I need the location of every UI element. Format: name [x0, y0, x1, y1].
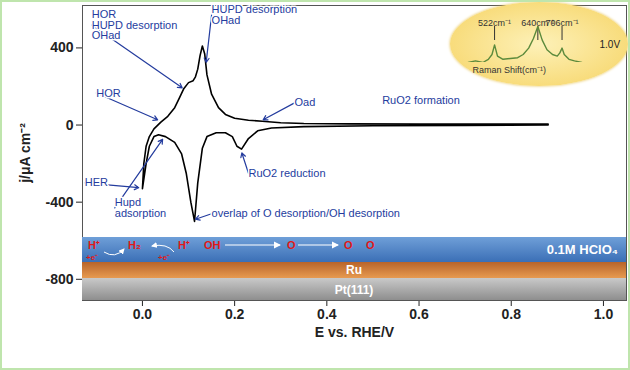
svg-text:0.2: 0.2 [225, 306, 245, 322]
svg-text:HORHUPD desorptionOHad: HORHUPD desorptionOHad [92, 7, 178, 41]
svg-text:Pt(111): Pt(111) [335, 283, 374, 297]
svg-text:RuO2 reduction: RuO2 reduction [248, 167, 325, 179]
svg-text:overlap of O desorption/OH des: overlap of O desorption/OH desorption [212, 207, 400, 219]
svg-text:0.4: 0.4 [317, 306, 337, 322]
svg-text:+e⁻: +e⁻ [158, 253, 170, 262]
svg-text:+e⁻: +e⁻ [86, 253, 98, 262]
svg-text:Ru: Ru [346, 263, 362, 277]
svg-text:0.0: 0.0 [133, 306, 153, 322]
svg-text:1.0V: 1.0V [600, 39, 621, 50]
svg-text:O: O [344, 239, 353, 251]
svg-text:1.0: 1.0 [594, 306, 614, 322]
svg-text:706cm⁻¹: 706cm⁻¹ [546, 18, 579, 28]
svg-text:0.8: 0.8 [502, 306, 522, 322]
svg-text:-800: -800 [45, 271, 73, 287]
svg-text:0: 0 [66, 117, 74, 133]
svg-text:Hupdadsorption: Hupdadsorption [115, 196, 166, 219]
svg-text:HUPD desorptionOHad: HUPD desorptionOHad [212, 3, 298, 26]
svg-text:400: 400 [50, 39, 74, 55]
svg-text:j/μA cm⁻²: j/μA cm⁻² [17, 123, 33, 184]
svg-text:HER: HER [85, 176, 108, 188]
svg-text:-400: -400 [45, 194, 73, 210]
svg-text:H⁺: H⁺ [88, 239, 100, 251]
svg-text:O: O [287, 239, 296, 251]
svg-text:0.1M HClO₄: 0.1M HClO₄ [547, 242, 618, 257]
svg-text:HOR: HOR [96, 87, 121, 99]
svg-text:OH: OH [204, 239, 221, 251]
svg-text:Oad: Oad [295, 96, 316, 108]
svg-text:0.6: 0.6 [409, 306, 429, 322]
svg-text:H⁺: H⁺ [178, 239, 190, 251]
svg-text:Raman Shift(cm⁻¹): Raman Shift(cm⁻¹) [473, 65, 547, 75]
svg-text:H₂: H₂ [128, 239, 141, 251]
svg-text:O: O [366, 239, 375, 251]
svg-text:RuO2 formation: RuO2 formation [382, 93, 460, 105]
svg-text:E vs. RHE/V: E vs. RHE/V [315, 324, 395, 340]
svg-text:522cm⁻¹: 522cm⁻¹ [478, 18, 511, 28]
